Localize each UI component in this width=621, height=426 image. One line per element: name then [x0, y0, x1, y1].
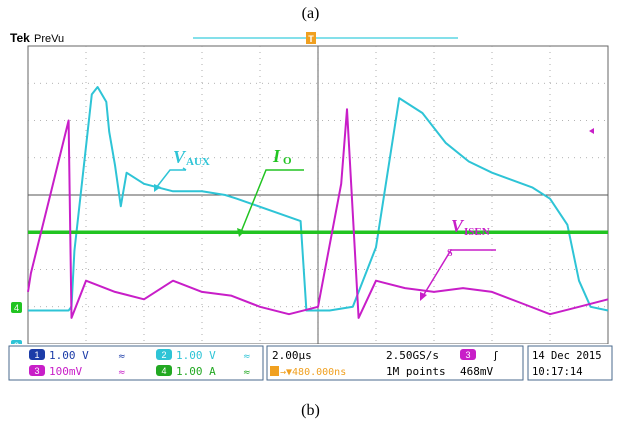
- vaux-subscript: AUX: [186, 156, 210, 168]
- status-bar: [8, 344, 614, 385]
- ch2-number: 2: [161, 350, 166, 360]
- trace-v-isens: [27, 108, 609, 319]
- ch4-ground-marker[interactable]: [11, 302, 22, 313]
- visens-subscript: ISEN: [464, 226, 490, 238]
- trigger-position-marker[interactable]: [306, 32, 316, 44]
- brand-label: Tek: [10, 31, 30, 45]
- trace-v-aux: [28, 86, 609, 312]
- timebase-readout[interactable]: 2.00µs: [272, 349, 312, 362]
- io-subscript: O: [283, 155, 292, 167]
- ch4-ground-label: 4: [14, 303, 19, 313]
- visens-subscript-2: S: [447, 248, 453, 259]
- ch2-scale: 1.00 V: [176, 349, 216, 362]
- caption-b: (b): [301, 402, 320, 419]
- oscilloscope-screen: Tek PreVu T T 4 2 V AUX I O V ISEN S 1 1…: [8, 30, 614, 385]
- traces: [27, 86, 609, 319]
- trigger-source: 3: [465, 350, 470, 360]
- visens-arrow: [422, 249, 496, 297]
- io-arrow: [240, 169, 304, 233]
- vaux-arrow: [155, 169, 186, 189]
- delay-readout[interactable]: →▼480.000ns: [280, 367, 346, 378]
- ch3-offscreen-marker: [589, 128, 594, 134]
- ch2-coupling: ≈: [243, 352, 251, 362]
- ch4-coupling: ≈: [243, 368, 251, 378]
- ch1-number: 1: [34, 350, 39, 360]
- ch3-scale: 100mV: [49, 365, 82, 378]
- ch1-scale: 1.00 V: [49, 349, 89, 362]
- ch2-readout[interactable]: 2 1.00 V ≈: [156, 349, 251, 362]
- record-length-readout: 1M points: [386, 365, 446, 378]
- visens-label: V: [451, 216, 465, 236]
- channel-readout-box: [8, 345, 264, 381]
- visens-annotation: V ISEN S: [420, 216, 496, 301]
- ch4-scale: 1.00 A: [176, 365, 216, 378]
- date-readout: 14 Dec 2015: [532, 350, 602, 362]
- delay-trigger-icon: [270, 366, 279, 376]
- datetime-box: [527, 345, 613, 381]
- ch1-coupling: ≈: [118, 352, 126, 362]
- caption-a: (a): [301, 5, 320, 22]
- ch4-number: 4: [161, 366, 166, 376]
- sample-rate-readout: 2.50GS/s: [386, 349, 439, 362]
- trigger-position-label: T: [308, 34, 314, 44]
- vaux-annotation: V AUX: [154, 147, 210, 192]
- ch3-number: 3: [34, 366, 39, 376]
- ch1-readout[interactable]: 1 1.00 V ≈: [29, 349, 126, 362]
- ch3-readout[interactable]: 3 100mV ≈: [29, 365, 126, 378]
- time-readout: 10:17:14: [532, 366, 583, 378]
- vaux-label: V: [173, 147, 187, 167]
- mode-label: PreVu: [34, 33, 64, 45]
- ch4-readout[interactable]: 4 1.00 A ≈: [156, 365, 251, 378]
- trigger-slope-icon: ʃ: [493, 349, 498, 362]
- horizontal-readout-box: [266, 345, 524, 381]
- ch3-coupling: ≈: [118, 368, 126, 378]
- trigger-source-badge[interactable]: [460, 349, 476, 360]
- io-annotation: I O: [237, 146, 304, 237]
- io-label: I: [272, 146, 281, 166]
- trigger-level-readout: 468mV: [460, 365, 493, 378]
